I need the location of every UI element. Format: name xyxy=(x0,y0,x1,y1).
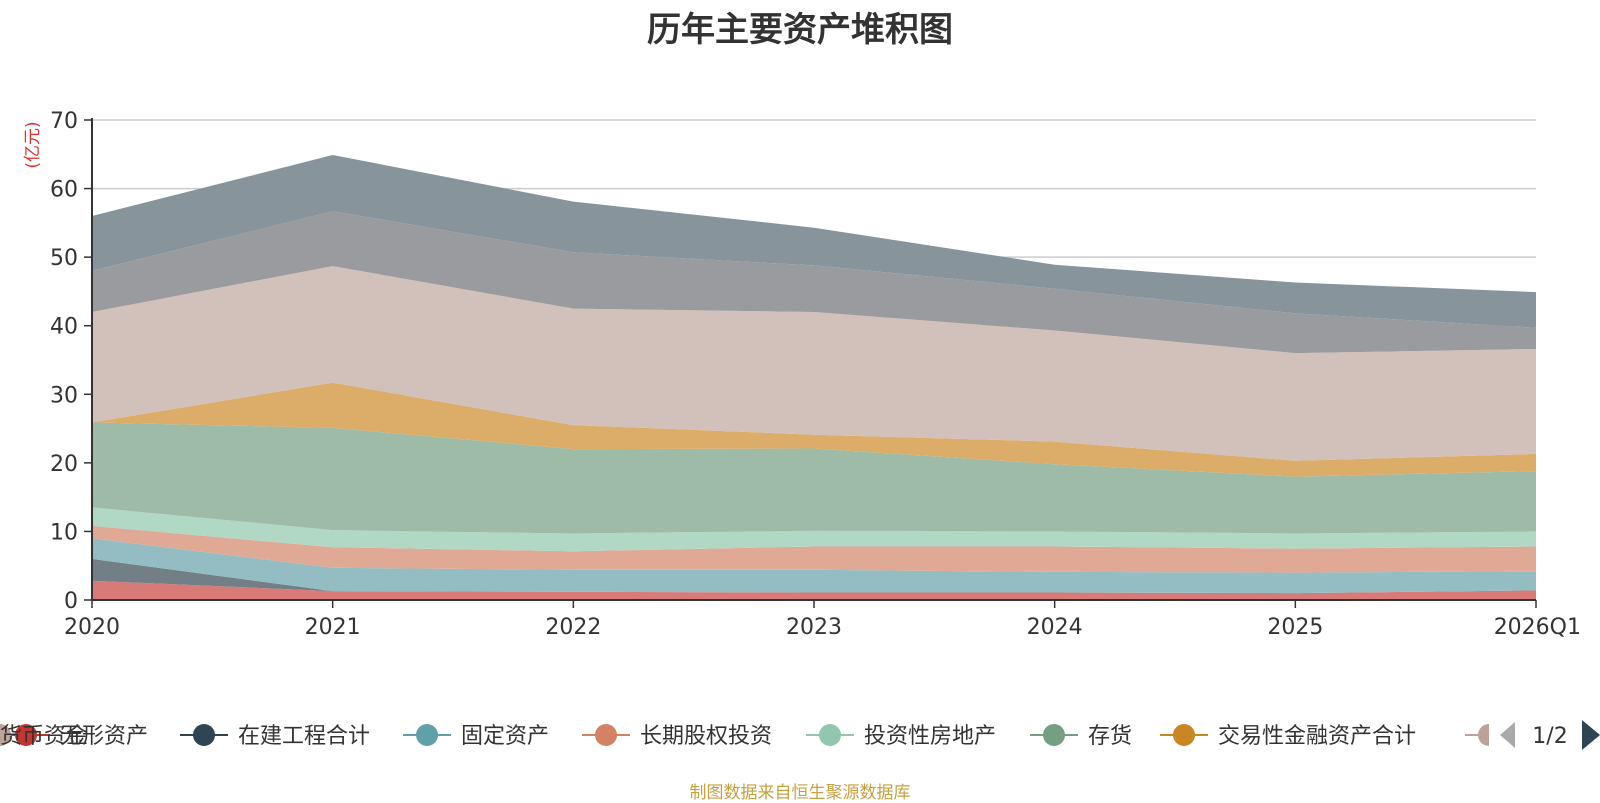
legend-item[interactable]: 投资性房地产 xyxy=(806,724,996,749)
legend-label: 存货 xyxy=(1088,724,1132,749)
legend-label: 在建工程合计 xyxy=(238,724,370,749)
axes: 0 10 20 30 40 50 60 70 2020 2021 2022 2023 2024 2025 2… xyxy=(50,109,1581,640)
x-tick-label: 2024 xyxy=(1027,615,1083,640)
area-10 xyxy=(92,155,1536,328)
chart-title: 历年主要资产堆积图 xyxy=(647,10,953,50)
legend-label: 无形资产 xyxy=(60,724,148,749)
legend-marker-icon xyxy=(15,724,37,746)
legend-item[interactable]: 长期股权投资 xyxy=(582,724,772,749)
x-tick-label: 2026Q1 xyxy=(1494,615,1581,640)
y-tick-label: 50 xyxy=(50,246,78,271)
y-tick-label: 70 xyxy=(50,109,78,134)
y-tick-label: 20 xyxy=(50,452,78,477)
legend: 无形资产 在建工程合计 固定资产 长期股权投资 投资性房地产 存货 交易性金融资产合计 货币资… xyxy=(0,720,1600,750)
x-tick-label: 2020 xyxy=(64,615,120,640)
x-tick-label: 2021 xyxy=(305,615,361,640)
legend-label: 交易性金融资产合计 xyxy=(1218,724,1416,749)
x-tick-label: 2025 xyxy=(1267,615,1323,640)
legend-next-page-icon[interactable] xyxy=(1582,720,1600,750)
area-3 xyxy=(92,538,1536,594)
area-series-layer xyxy=(92,155,1536,600)
area-6 xyxy=(92,422,1536,534)
y-tick-label: 30 xyxy=(50,383,78,408)
legend-item[interactable]: 无形资产 xyxy=(2,724,148,749)
legend-marker-icon xyxy=(595,724,617,746)
x-tick-label: 2023 xyxy=(786,615,842,640)
y-tick-label: 60 xyxy=(50,178,78,203)
area-7 xyxy=(92,382,1536,477)
legend-item[interactable]: 交易性金融资产合计 xyxy=(1160,724,1416,749)
area-4 xyxy=(92,525,1536,573)
legend-item[interactable]: 货币资金 xyxy=(0,724,88,749)
y-tick-label: 10 xyxy=(50,520,78,545)
legend-label: 投资性房地产 xyxy=(864,724,996,749)
legend-marker-icon xyxy=(1043,724,1065,746)
y-tick-label: 40 xyxy=(50,315,78,340)
source-note: 制图数据来自恒生聚源数据库 xyxy=(689,783,911,803)
y-tick-label: 0 xyxy=(64,589,78,614)
legend-prev-page-icon[interactable] xyxy=(1500,722,1515,748)
legend-marker-icon xyxy=(416,724,438,746)
legend-label: 货币资金 xyxy=(0,724,88,749)
legend-item-partial[interactable] xyxy=(1465,724,1489,746)
legend-label: 固定资产 xyxy=(461,724,549,749)
legend-item[interactable]: 在建工程合计 xyxy=(180,724,370,749)
area-9 xyxy=(92,211,1536,354)
area-5 xyxy=(92,507,1536,552)
legend-item[interactable]: 固定资产 xyxy=(403,724,549,749)
legend-marker-icon xyxy=(1173,724,1195,746)
legend-marker-icon xyxy=(819,724,841,746)
legend-page-indicator: 1/2 xyxy=(1532,724,1567,749)
area-1 xyxy=(92,580,1536,600)
x-tick-label: 2022 xyxy=(545,615,601,640)
y-axis-unit-label: (亿元) xyxy=(23,121,43,168)
legend-marker-icon xyxy=(193,724,215,746)
legend-marker-icon xyxy=(1478,724,1489,746)
legend-item[interactable]: 存货 xyxy=(1030,724,1132,749)
legend-marker-icon xyxy=(0,724,11,746)
area-8 xyxy=(92,266,1536,461)
legend-label: 长期股权投资 xyxy=(640,724,772,749)
